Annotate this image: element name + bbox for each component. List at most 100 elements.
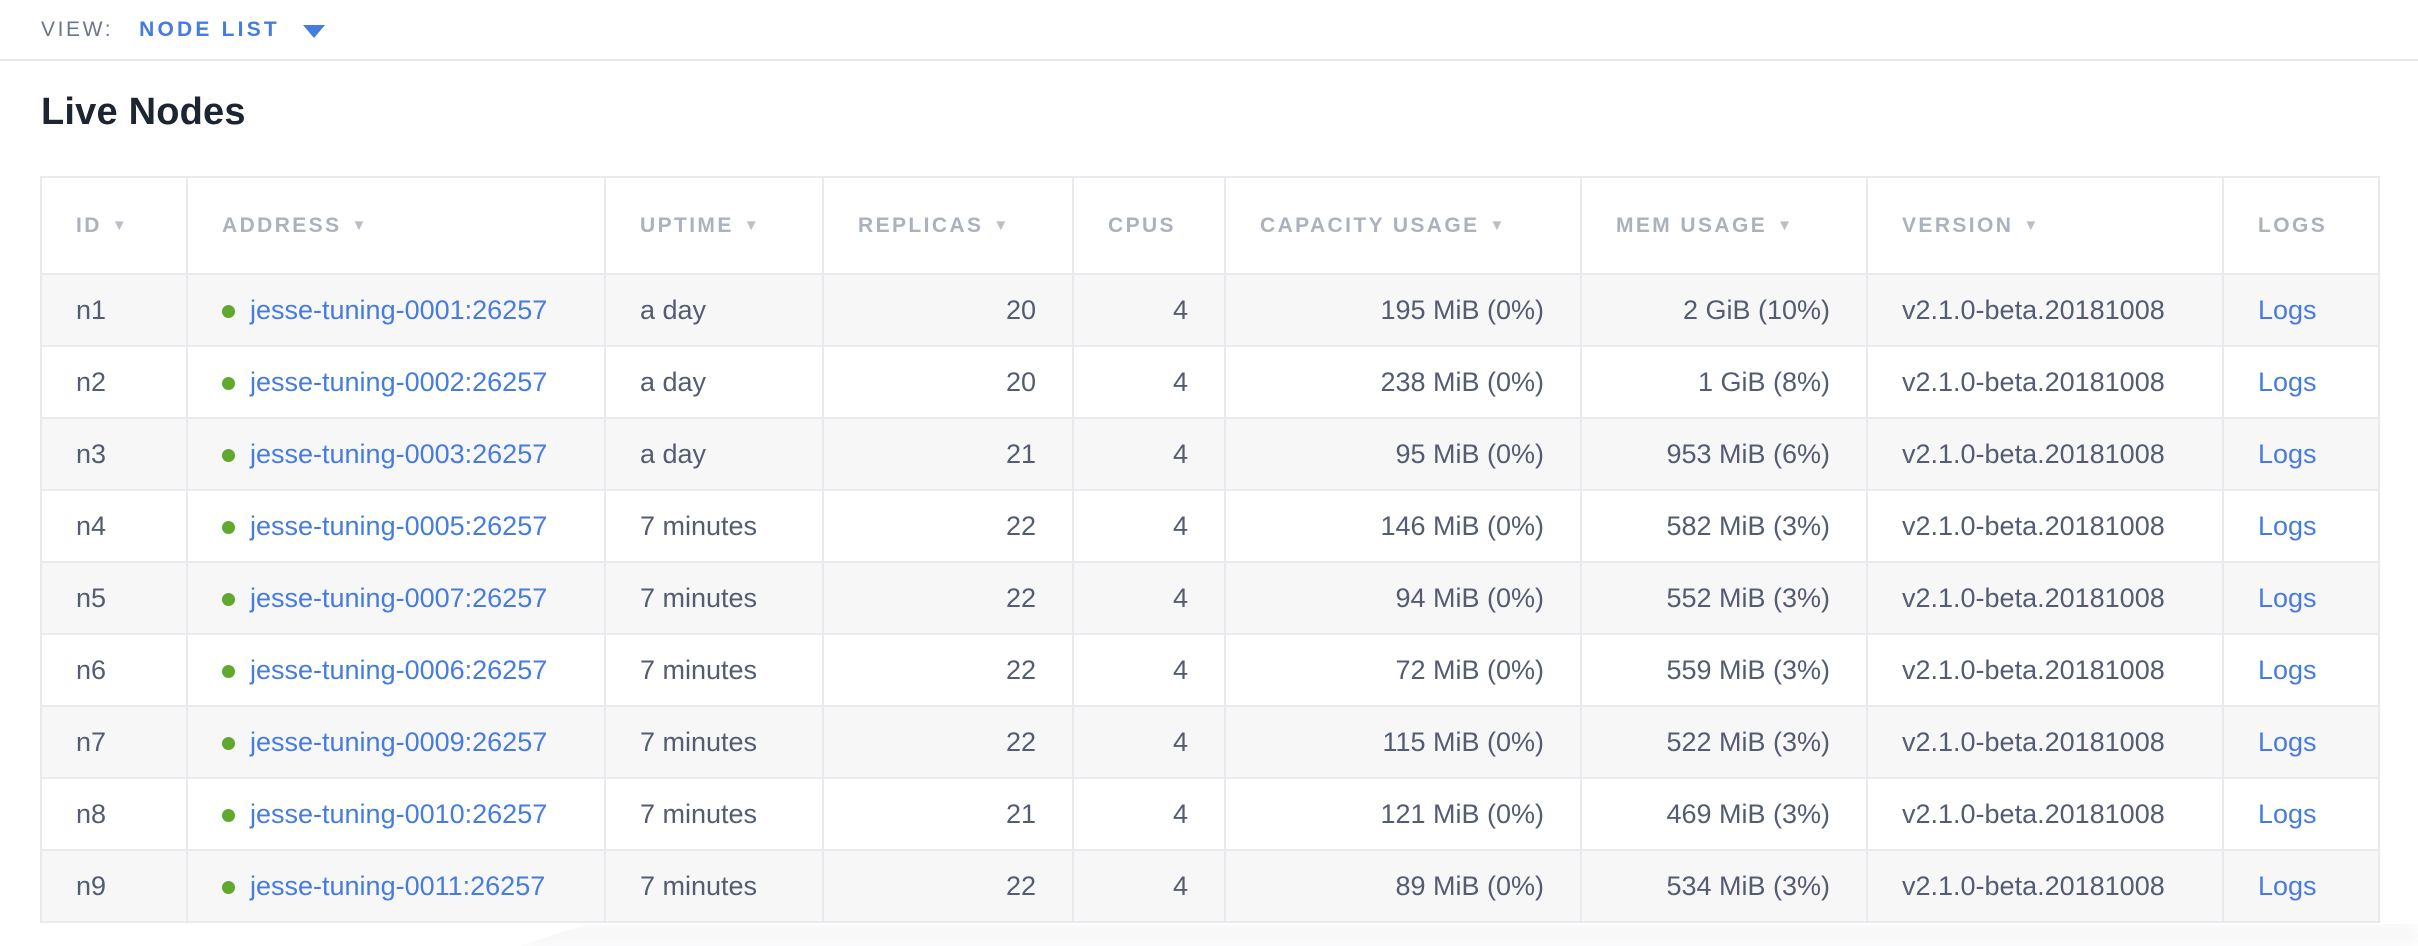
- node-logs-link[interactable]: Logs: [2258, 654, 2317, 685]
- view-label: VIEW:: [41, 17, 114, 41]
- node-mem-usage-cell: 582 MiB (3%): [1580, 489, 1868, 563]
- node-replicas-cell: 22: [822, 849, 1074, 923]
- node-mem-usage-cell: 534 MiB (3%): [1580, 849, 1868, 923]
- node-replicas-cell: 20: [822, 345, 1074, 419]
- node-logs-link[interactable]: Logs: [2258, 870, 2317, 901]
- node-id-cell: n3: [40, 417, 188, 491]
- node-replicas-cell: 22: [822, 489, 1074, 563]
- column-header-version[interactable]: VERSION ▼: [1866, 176, 2224, 275]
- sort-desc-icon: ▼: [743, 216, 759, 234]
- node-replicas-cell: 21: [822, 777, 1074, 851]
- node-version-cell: v2.1.0-beta.20181008: [1866, 561, 2224, 635]
- node-address-cell: jesse-tuning-0002:26257: [186, 345, 606, 419]
- node-logs-cell: Logs: [2222, 849, 2380, 923]
- node-version-cell: v2.1.0-beta.20181008: [1866, 417, 2224, 491]
- node-cpus-cell: 4: [1072, 345, 1226, 419]
- healthy-status-dot-icon: [222, 664, 235, 678]
- healthy-status-dot-icon: [222, 520, 235, 534]
- view-bar: VIEW: NODE LIST: [0, 0, 2418, 61]
- node-capacity-usage-cell: 115 MiB (0%): [1224, 705, 1582, 779]
- node-logs-cell: Logs: [2222, 633, 2380, 707]
- node-id-cell: n7: [40, 705, 188, 779]
- node-uptime-cell: 7 minutes: [604, 777, 824, 851]
- node-cpus-cell: 4: [1072, 561, 1226, 635]
- column-header-cpus: CPUS: [1072, 176, 1226, 275]
- node-logs-link[interactable]: Logs: [2258, 726, 2317, 757]
- node-cpus-cell: 4: [1072, 777, 1226, 851]
- node-logs-cell: Logs: [2222, 777, 2380, 851]
- sort-desc-icon: ▼: [111, 216, 127, 234]
- node-address-link[interactable]: jesse-tuning-0005:26257: [250, 510, 548, 541]
- node-logs-link[interactable]: Logs: [2258, 438, 2317, 469]
- node-address-link[interactable]: jesse-tuning-0011:26257: [250, 870, 546, 901]
- node-mem-usage-cell: 1 GiB (8%): [1580, 345, 1868, 419]
- column-header-id[interactable]: ID ▼: [40, 176, 188, 275]
- node-cpus-cell: 4: [1072, 705, 1226, 779]
- node-address-link[interactable]: jesse-tuning-0006:26257: [250, 654, 548, 685]
- node-uptime-cell: a day: [604, 417, 824, 491]
- node-replicas-cell: 22: [822, 705, 1074, 779]
- node-logs-link[interactable]: Logs: [2258, 294, 2317, 325]
- node-uptime-cell: 7 minutes: [604, 849, 824, 923]
- node-address-link[interactable]: jesse-tuning-0010:26257: [250, 798, 548, 829]
- node-row: n1 jesse-tuning-0001:26257 a day 20 4 19…: [40, 273, 2380, 347]
- node-id-cell: n1: [40, 273, 188, 347]
- node-id-cell: n8: [40, 777, 188, 851]
- column-header-address[interactable]: ADDRESS ▼: [186, 176, 606, 275]
- view-selector-dropdown[interactable]: NODE LIST: [139, 18, 325, 42]
- node-logs-cell: Logs: [2222, 705, 2380, 779]
- view-selected-value: NODE LIST: [139, 17, 280, 41]
- node-cpus-cell: 4: [1072, 417, 1226, 491]
- node-address-cell: jesse-tuning-0001:26257: [186, 273, 606, 347]
- node-capacity-usage-cell: 89 MiB (0%): [1224, 849, 1582, 923]
- node-cpus-cell: 4: [1072, 273, 1226, 347]
- node-address-link[interactable]: jesse-tuning-0001:26257: [250, 294, 548, 325]
- node-version-cell: v2.1.0-beta.20181008: [1866, 633, 2224, 707]
- node-address-link[interactable]: jesse-tuning-0003:26257: [250, 438, 548, 469]
- node-replicas-cell: 22: [822, 633, 1074, 707]
- node-address-cell: jesse-tuning-0007:26257: [186, 561, 606, 635]
- node-address-link[interactable]: jesse-tuning-0002:26257: [250, 366, 548, 397]
- node-capacity-usage-cell: 146 MiB (0%): [1224, 489, 1582, 563]
- column-header-label: CPUS: [1108, 213, 1176, 237]
- node-id-cell: n9: [40, 849, 188, 923]
- node-logs-link[interactable]: Logs: [2258, 510, 2317, 541]
- header-row: ID ▼ ADDRESS ▼ UPTIME ▼ REPLICAS ▼ CPUS CAPACITY …: [40, 176, 2380, 275]
- below-fold-shadow: [520, 924, 2418, 946]
- column-header-mem[interactable]: MEM USAGE ▼: [1580, 176, 1868, 275]
- node-logs-cell: Logs: [2222, 345, 2380, 419]
- node-row: n7 jesse-tuning-0009:26257 7 minutes 22 …: [40, 705, 2380, 779]
- healthy-status-dot-icon: [222, 376, 235, 390]
- healthy-status-dot-icon: [222, 304, 235, 318]
- node-address-link[interactable]: jesse-tuning-0009:26257: [250, 726, 548, 757]
- node-logs-link[interactable]: Logs: [2258, 798, 2317, 829]
- node-replicas-cell: 22: [822, 561, 1074, 635]
- live-nodes-table: ID ▼ ADDRESS ▼ UPTIME ▼ REPLICAS ▼ CPUS CAPACITY …: [40, 176, 2380, 923]
- column-header-replicas[interactable]: REPLICAS ▼: [822, 176, 1074, 275]
- node-row: n4 jesse-tuning-0005:26257 7 minutes 22 …: [40, 489, 2380, 563]
- column-header-label: CAPACITY USAGE: [1260, 213, 1480, 237]
- healthy-status-dot-icon: [222, 592, 235, 606]
- node-row: n2 jesse-tuning-0002:26257 a day 20 4 23…: [40, 345, 2380, 419]
- healthy-status-dot-icon: [222, 736, 235, 750]
- node-address-cell: jesse-tuning-0011:26257: [186, 849, 606, 923]
- node-mem-usage-cell: 2 GiB (10%): [1580, 273, 1868, 347]
- node-cpus-cell: 4: [1072, 489, 1226, 563]
- node-id-cell: n2: [40, 345, 188, 419]
- node-address-cell: jesse-tuning-0003:26257: [186, 417, 606, 491]
- node-uptime-cell: a day: [604, 273, 824, 347]
- column-header-capacity[interactable]: CAPACITY USAGE ▼: [1224, 176, 1582, 275]
- node-capacity-usage-cell: 238 MiB (0%): [1224, 345, 1582, 419]
- node-logs-cell: Logs: [2222, 561, 2380, 635]
- node-version-cell: v2.1.0-beta.20181008: [1866, 489, 2224, 563]
- node-row: n6 jesse-tuning-0006:26257 7 minutes 22 …: [40, 633, 2380, 707]
- node-logs-link[interactable]: Logs: [2258, 366, 2317, 397]
- node-address-cell: jesse-tuning-0006:26257: [186, 633, 606, 707]
- column-header-label: ADDRESS: [222, 213, 342, 237]
- column-header-uptime[interactable]: UPTIME ▼: [604, 176, 824, 275]
- node-capacity-usage-cell: 121 MiB (0%): [1224, 777, 1582, 851]
- node-address-link[interactable]: jesse-tuning-0007:26257: [250, 582, 548, 613]
- node-logs-link[interactable]: Logs: [2258, 582, 2317, 613]
- node-uptime-cell: 7 minutes: [604, 489, 824, 563]
- sort-desc-icon: ▼: [2023, 216, 2039, 234]
